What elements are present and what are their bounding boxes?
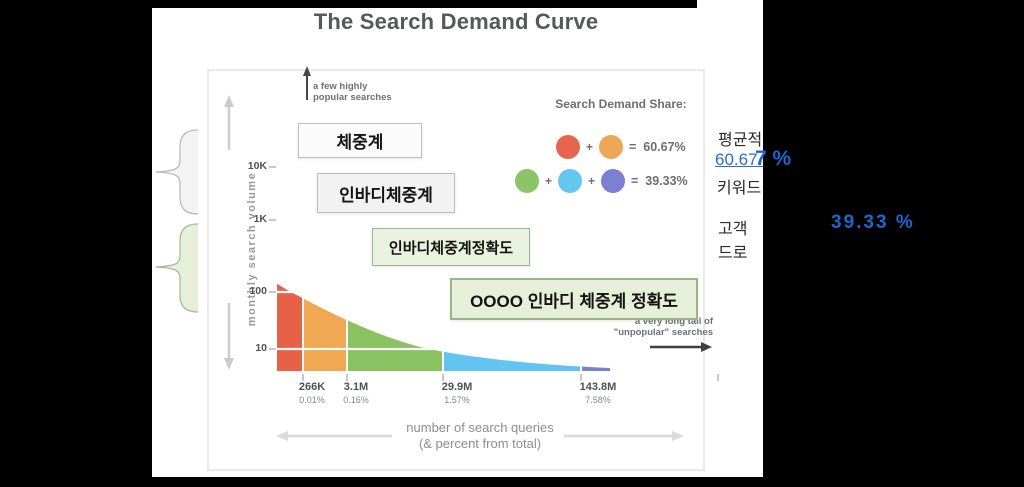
head-annotation: a few highly popular searches [313, 81, 392, 103]
head-arrow-icon [303, 66, 311, 100]
overlay-percent-fragment: 7 % [755, 147, 792, 170]
brace-bottom [155, 223, 199, 313]
side-note-line4: 고객 [718, 221, 748, 238]
y-tick-10: 10 [255, 342, 267, 354]
y-axis-label: monthly search volume [246, 171, 258, 327]
chart-title: The Search Demand Curve [313, 9, 599, 34]
side-note-percent-link[interactable]: 60.67 % [715, 150, 763, 169]
x-tick-3m: 3.1M 0.16% [343, 381, 369, 405]
x-tick-29m: 29.9M 1.57% [441, 381, 473, 405]
side-note-line5: 드로 [718, 245, 748, 262]
band-red [277, 40, 303, 371]
legend-row-popular: + = 60.67% [556, 135, 686, 159]
keyword-label-3: 인바디체중계정확도 [372, 228, 530, 266]
brace-top [155, 129, 199, 215]
tail-arrow-icon [650, 342, 712, 352]
tail-annotation: a very long tail of "unpopular" searches [613, 316, 713, 338]
overlay-percent-39: 39.33 % [831, 212, 915, 233]
legend-share-60: = 60.67% [629, 140, 686, 154]
slide: The Search Demand Curve monthly search v… [152, 0, 763, 487]
side-note-line3: 키워드 [717, 180, 762, 197]
x-tick-143m: 143.8M 7.58% [579, 381, 617, 405]
y-tick-10k: 10K [247, 160, 267, 172]
panel-border [207, 69, 705, 471]
y-tick-1k: 1K [253, 213, 267, 225]
keyword-label-2: 인바디체중계 [317, 173, 455, 213]
x-axis-label: number of search queries (& percent from… [406, 420, 554, 451]
y-tick-100: 100 [249, 285, 267, 297]
legend-title: Search Demand Share: [555, 97, 687, 111]
x-tick-marks [302, 374, 719, 381]
legend-dot-red [556, 135, 580, 159]
legend-row-longtail: + + = 39.33% [515, 169, 688, 193]
keyword-label-4: OOOO 인바디 체중계 정확도 [450, 278, 698, 320]
legend-dot-purple [601, 169, 626, 193]
side-note-line1: 평균적 [718, 132, 763, 149]
legend-share-39: = 39.33% [631, 174, 688, 188]
y-tick-marks [269, 166, 276, 350]
keyword-label-1: 체중계 [298, 123, 422, 158]
legend-dot-blue [558, 169, 583, 193]
letterbox-bottom [152, 477, 763, 487]
legend-dot-orange [599, 135, 624, 159]
band-blue [443, 40, 581, 371]
letterbox-top [152, 0, 697, 8]
legend-dot-green [515, 169, 539, 193]
x-tick-266k: 266K 0.01% [298, 381, 326, 405]
